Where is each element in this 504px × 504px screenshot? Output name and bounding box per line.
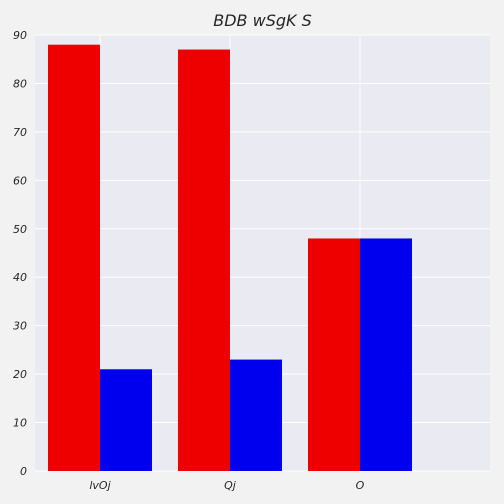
bar-lvOj-series-1 xyxy=(48,44,100,471)
x-tick-label: lvOj xyxy=(89,479,111,492)
bars xyxy=(48,44,412,472)
y-tick-label: 10 xyxy=(13,417,27,430)
y-tick-label: 40 xyxy=(13,271,27,284)
y-tick-label: 60 xyxy=(13,174,27,187)
x-tick-labels: lvOj Qj O xyxy=(89,479,364,492)
y-tick-labels: 0 10 20 30 40 50 60 70 80 90 xyxy=(13,29,27,478)
bar-Qj-series-1 xyxy=(178,49,230,472)
bar-Qj-series-2 xyxy=(230,359,282,471)
chart-title: BDB wSgK S xyxy=(213,11,312,30)
x-tick-label: Qj xyxy=(224,479,237,492)
y-tick-label: 20 xyxy=(13,368,27,381)
x-tick-label: O xyxy=(356,479,365,492)
y-tick-label: 90 xyxy=(13,29,27,42)
y-tick-label: 30 xyxy=(13,320,27,333)
y-tick-label: 80 xyxy=(13,77,27,90)
bar-lvOj-series-2 xyxy=(100,369,152,471)
y-tick-label: 50 xyxy=(13,223,27,236)
y-tick-label: 70 xyxy=(13,126,27,139)
bar-O-series-2 xyxy=(360,238,412,471)
bar-O-series-1 xyxy=(308,238,360,471)
y-tick-label: 0 xyxy=(20,465,27,478)
